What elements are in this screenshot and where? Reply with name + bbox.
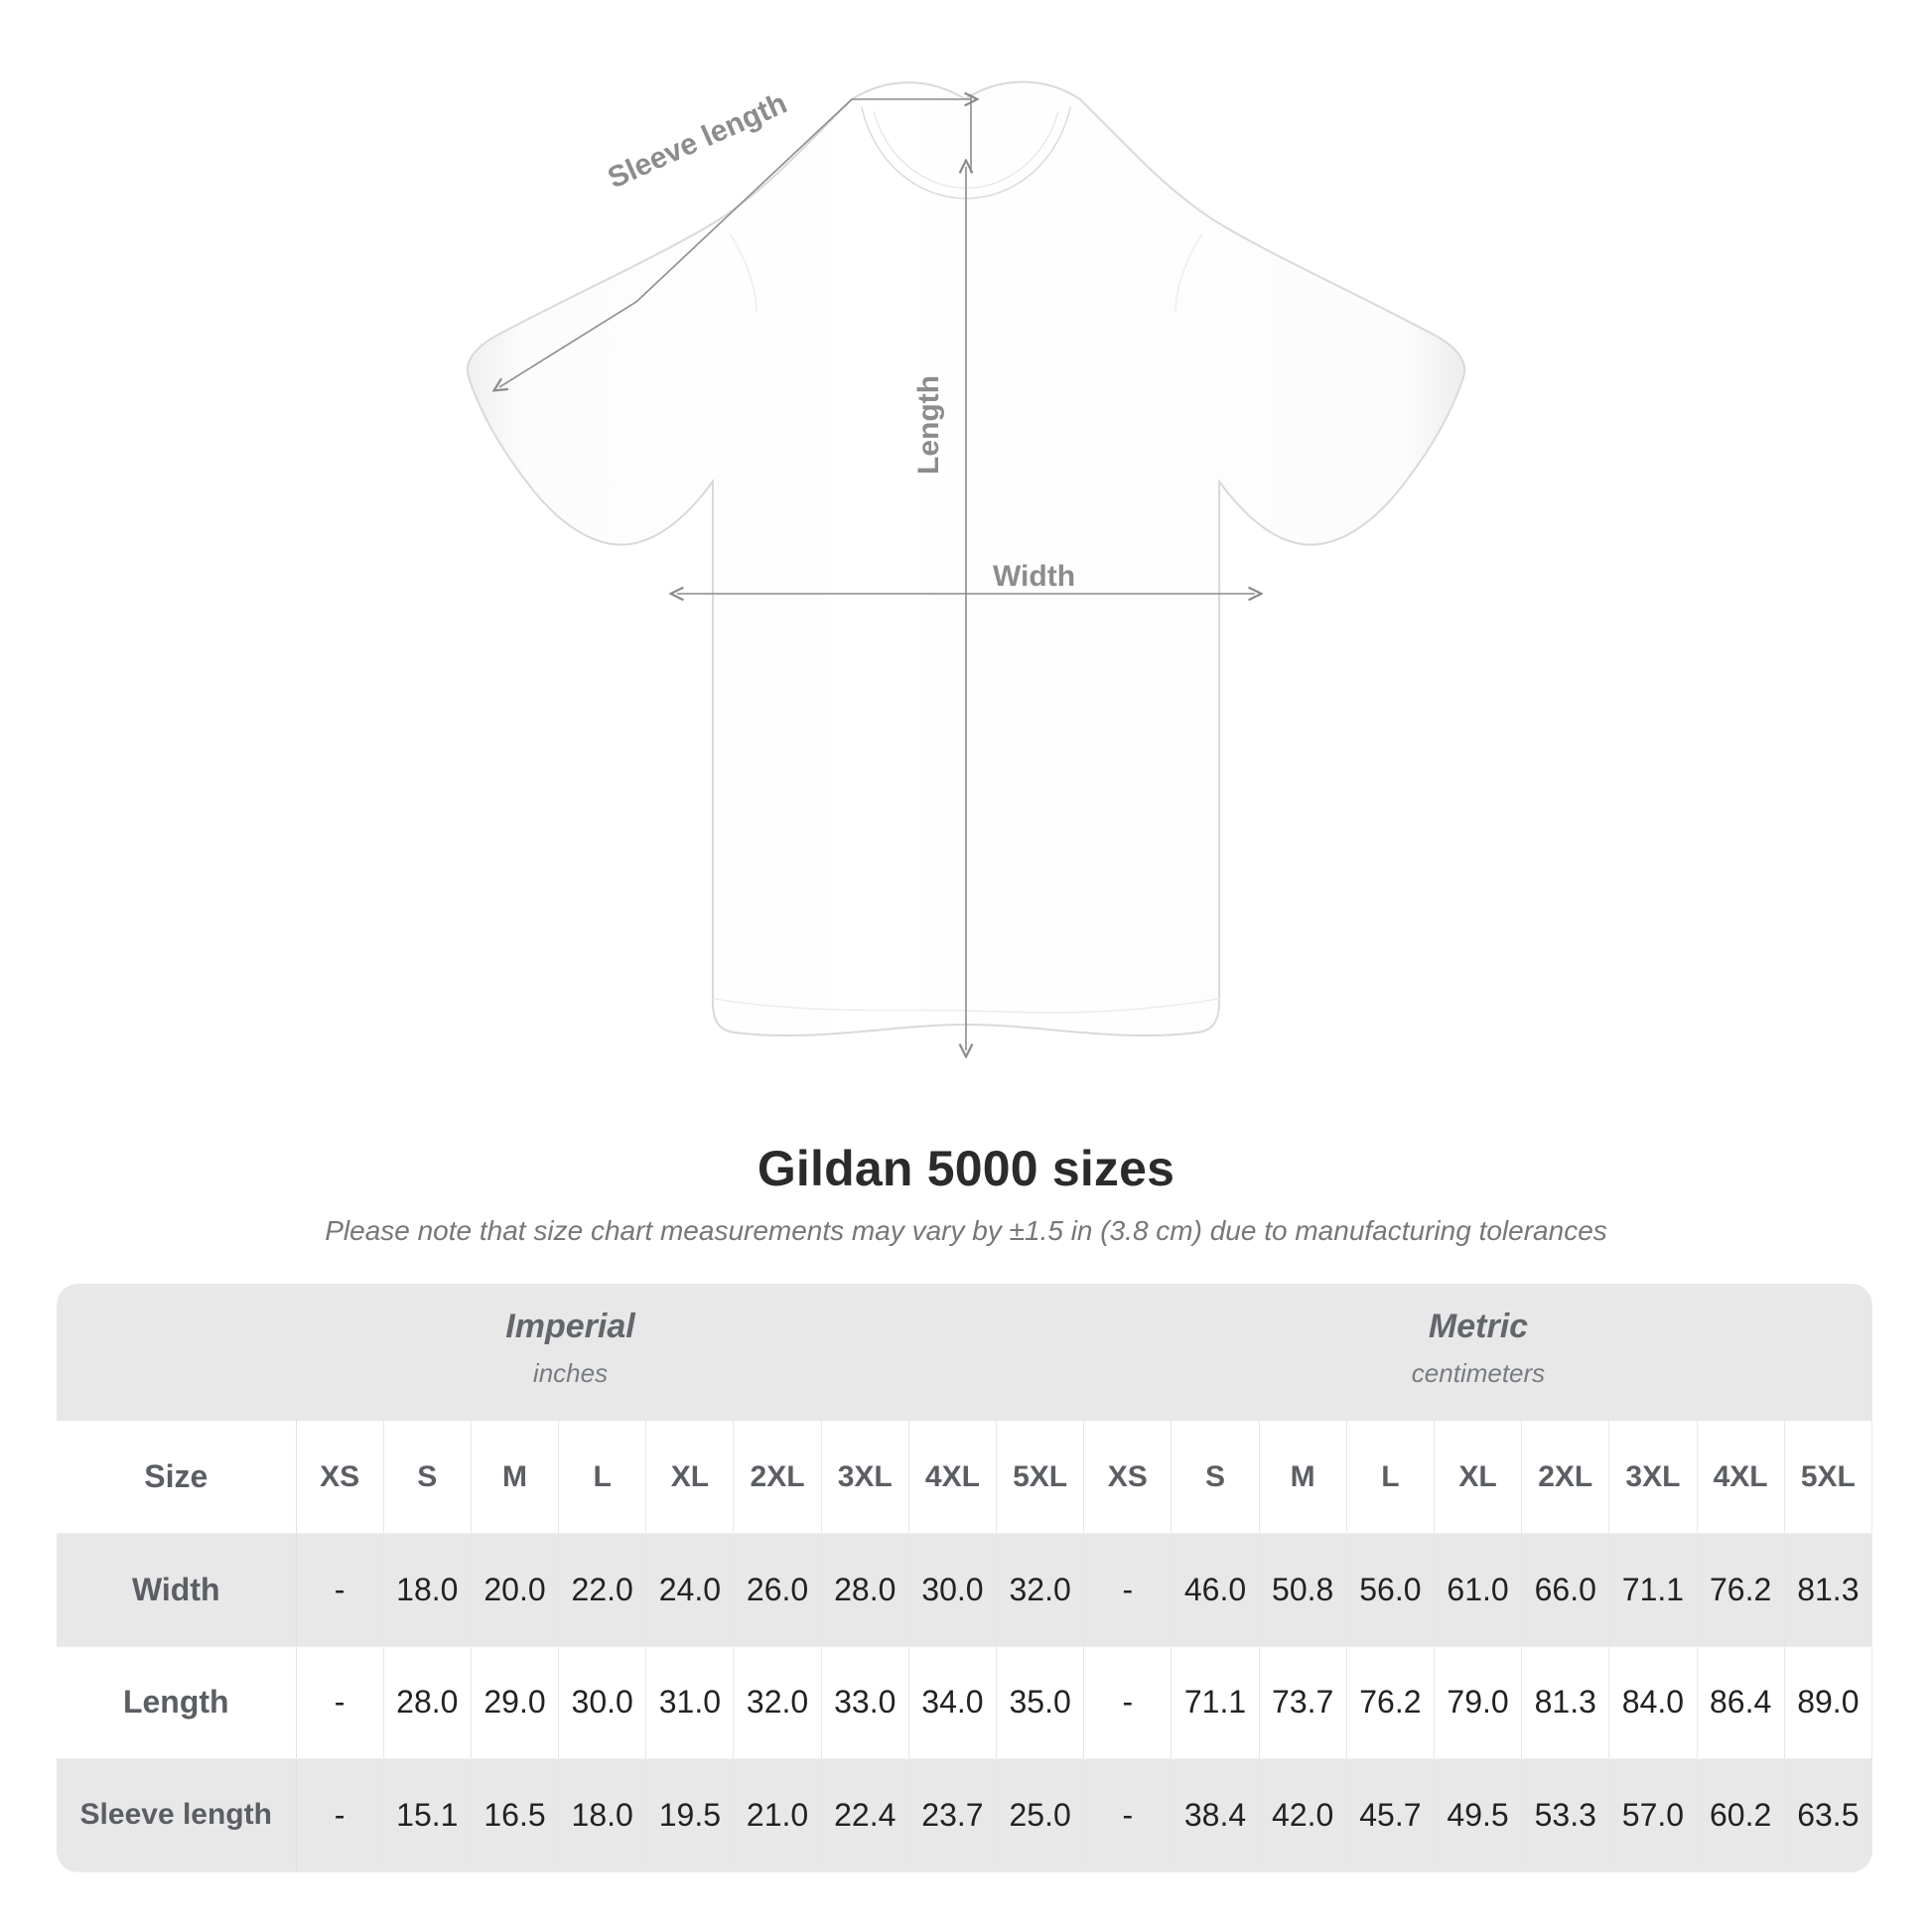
svg-text:Length: Length [912, 375, 945, 475]
svg-text:Width: Width [993, 560, 1075, 593]
svg-text:Sleeve length: Sleeve length [603, 87, 791, 196]
